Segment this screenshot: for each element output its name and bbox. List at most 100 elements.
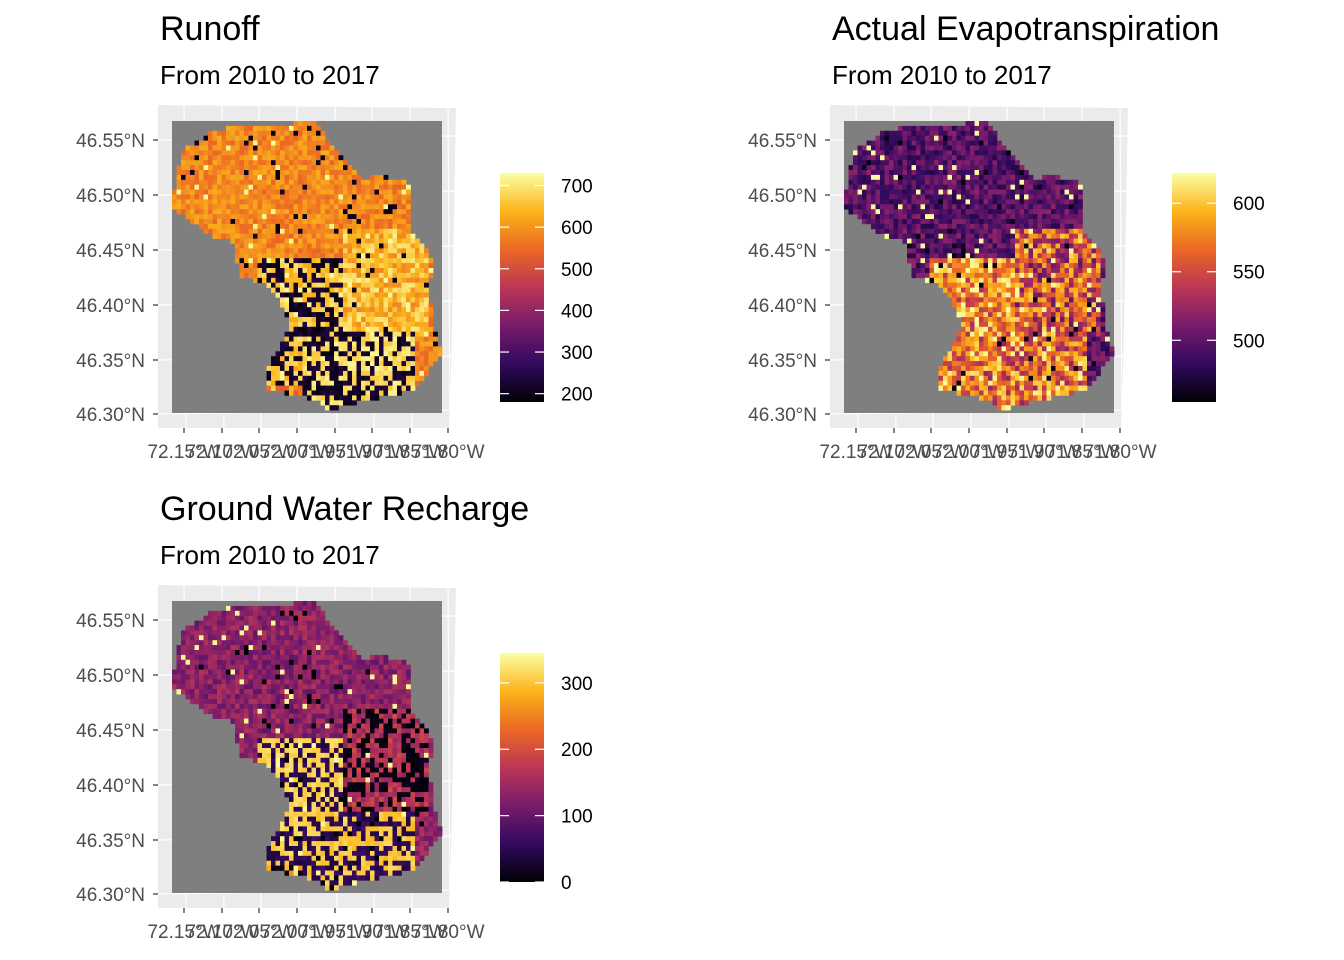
raster-cell: [424, 331, 429, 337]
raster-cell: [1037, 317, 1043, 323]
raster-cell: [298, 654, 303, 661]
raster-cell: [388, 659, 393, 666]
raster-cell: [316, 199, 321, 205]
raster-cell: [320, 219, 326, 225]
raster-cell: [1037, 282, 1043, 288]
raster-cell: [275, 640, 281, 646]
raster-cell: [1091, 331, 1097, 337]
raster-cell: [307, 361, 312, 367]
raster-cell: [302, 130, 308, 137]
raster-cell: [893, 174, 899, 181]
y-tick-label: 46.50°N: [76, 186, 145, 207]
raster-cell: [334, 351, 339, 357]
raster-cell: [248, 228, 254, 235]
raster-cell: [880, 174, 885, 181]
raster-cell: [239, 620, 245, 626]
raster-cell: [190, 179, 195, 186]
raster-cell: [343, 204, 348, 210]
raster-cell: [1019, 174, 1025, 181]
raster-cell: [875, 174, 881, 181]
raster-cell: [1082, 248, 1088, 254]
raster-cell: [275, 272, 281, 279]
raster-cell: [329, 370, 335, 377]
raster-cell: [329, 664, 335, 670]
raster-cell: [388, 385, 393, 391]
raster-cell: [181, 664, 186, 670]
raster-cell: [347, 228, 353, 235]
raster-cell: [365, 184, 371, 190]
raster-cell: [988, 268, 993, 274]
raster-cell: [410, 277, 416, 284]
raster-cell: [257, 253, 263, 259]
raster-cell: [239, 170, 245, 176]
raster-cell: [1024, 380, 1029, 386]
raster-cell: [920, 209, 926, 215]
raster-cell: [284, 297, 290, 303]
raster-cell: [347, 204, 353, 210]
raster-cell: [1082, 312, 1088, 318]
raster-cell: [275, 361, 281, 367]
raster-cell: [428, 326, 434, 333]
raster-cell: [1060, 219, 1065, 225]
raster-cell: [961, 317, 966, 323]
raster-cell: [397, 184, 402, 190]
raster-cell: [352, 184, 357, 190]
raster-cell: [316, 375, 321, 382]
raster-cell: [1064, 356, 1070, 362]
raster-cell: [1015, 179, 1020, 186]
raster-cell: [419, 258, 425, 264]
raster-cell: [185, 199, 191, 205]
raster-cell: [1015, 209, 1020, 215]
raster-cell: [1055, 351, 1061, 357]
raster-cell: [974, 130, 980, 137]
raster-cell: [983, 341, 989, 347]
raster-cell: [862, 204, 867, 210]
raster-cell: [248, 268, 254, 274]
raster-cell: [275, 253, 281, 259]
raster-cell: [920, 155, 926, 161]
raster-cell: [239, 233, 245, 239]
raster-cell: [1051, 253, 1056, 259]
raster-cell: [289, 214, 294, 220]
raster-cell: [212, 204, 218, 210]
raster-cell: [302, 179, 308, 186]
raster-cell: [325, 258, 330, 264]
raster-cell: [979, 287, 984, 293]
raster-cell: [925, 243, 930, 249]
raster-cell: [212, 635, 218, 641]
raster-cell: [871, 209, 876, 215]
raster-cell: [1051, 385, 1056, 391]
raster-cell: [997, 366, 1002, 372]
raster-cell: [1037, 351, 1043, 357]
raster-cell: [388, 209, 393, 215]
raster-cell: [352, 282, 357, 288]
raster-cell: [343, 669, 348, 675]
raster-cell: [1006, 174, 1011, 181]
raster-cell: [1024, 268, 1029, 274]
raster-cell: [293, 170, 299, 176]
raster-cell: [347, 272, 353, 279]
raster-cell: [1087, 346, 1092, 352]
raster-cell: [293, 194, 299, 200]
raster-cell: [212, 630, 218, 636]
raster-cell: [194, 204, 200, 210]
raster-cell: [1001, 321, 1007, 328]
raster-cell: [907, 130, 912, 137]
raster-cell: [343, 287, 348, 293]
raster-cell: [338, 635, 344, 641]
raster-cell: [343, 351, 348, 357]
raster-cell: [356, 356, 362, 362]
raster-cell: [1006, 385, 1011, 391]
raster-cell: [934, 179, 939, 186]
raster-cell: [320, 326, 326, 333]
raster-cell: [1091, 307, 1097, 313]
raster-cell: [1037, 194, 1043, 200]
raster-cell: [181, 635, 186, 641]
raster-cell: [988, 356, 993, 362]
raster-cell: [1010, 341, 1016, 347]
raster-cell: [988, 155, 993, 161]
raster-cell: [212, 610, 218, 617]
raster-cell: [884, 135, 890, 141]
raster-cell: [257, 659, 263, 666]
raster-cell: [365, 292, 371, 298]
